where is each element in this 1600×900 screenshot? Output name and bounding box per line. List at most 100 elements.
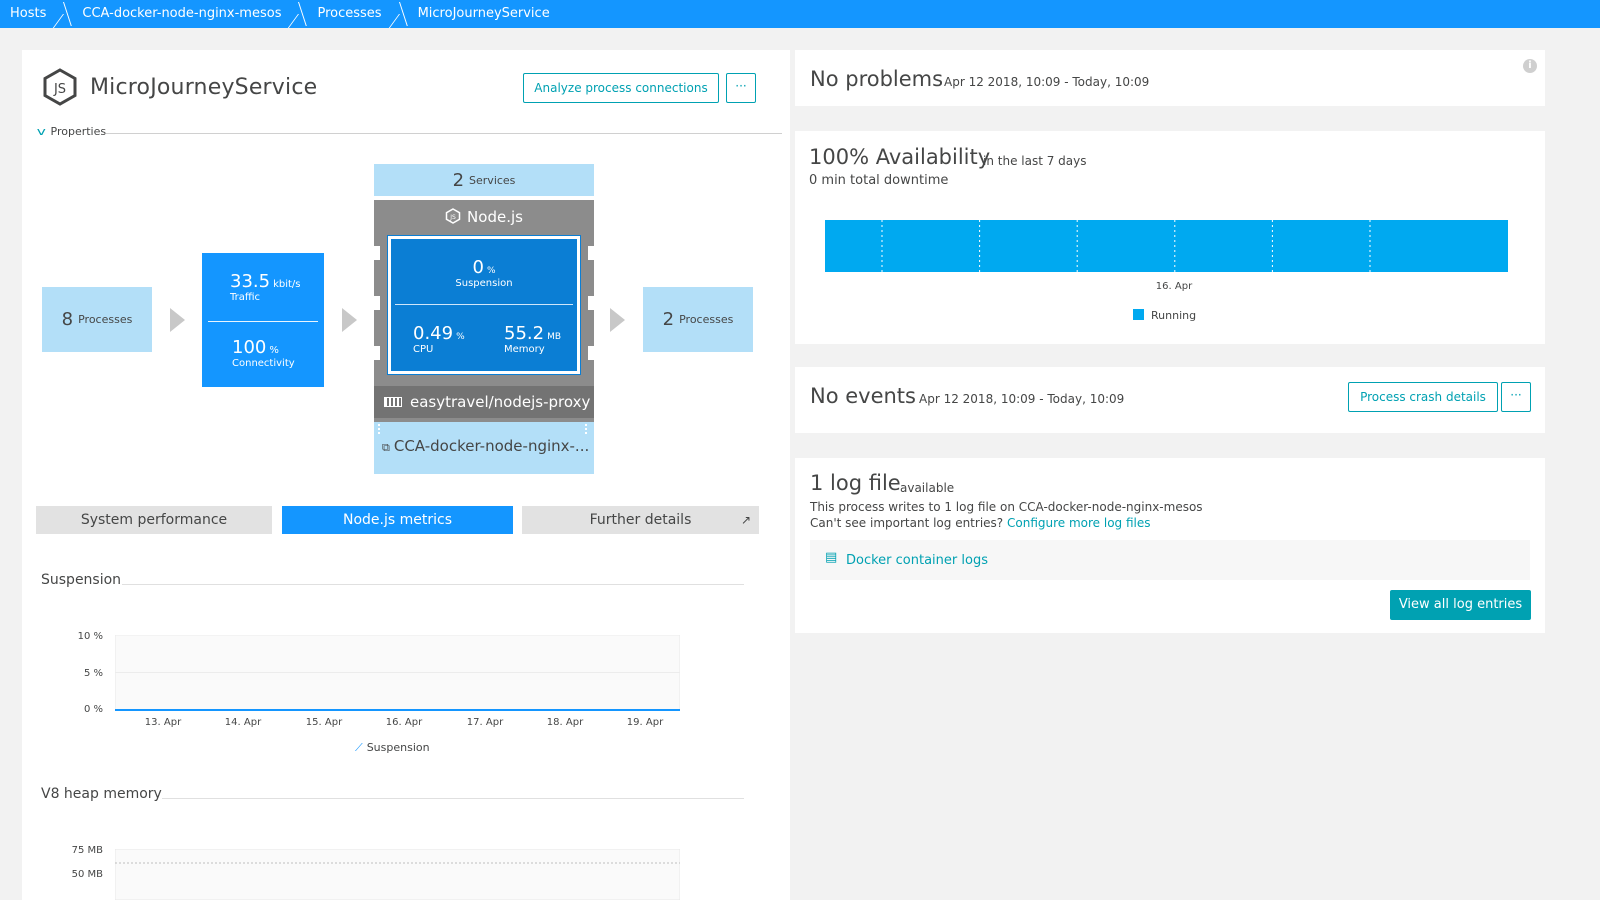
external-link-icon: ⧉ bbox=[382, 441, 390, 454]
divider bbox=[122, 584, 744, 585]
chevron-down-icon: v bbox=[36, 125, 46, 138]
notch bbox=[374, 296, 380, 310]
tab-further-details[interactable]: Further details ↗ bbox=[522, 506, 759, 534]
callees-count: 2 bbox=[662, 309, 675, 330]
process-header: JS MicroJourneyService bbox=[42, 68, 317, 106]
callers-box[interactable]: 8 Processes bbox=[42, 287, 152, 352]
suspension-value: 0 bbox=[472, 257, 484, 278]
legend-label: Suspension bbox=[366, 741, 430, 754]
cpu-label: CPU bbox=[413, 344, 434, 355]
problems-title: No problems bbox=[810, 67, 944, 91]
services-unit: Services bbox=[469, 173, 516, 187]
services-count: 2 bbox=[452, 169, 465, 191]
x-tick-label: 16. Apr bbox=[1155, 281, 1193, 292]
properties-label: Properties bbox=[50, 125, 107, 138]
process-metrics: 0% Suspension 0.49% CPU 55.2 MB Memory bbox=[387, 235, 581, 375]
divider bbox=[106, 133, 782, 134]
memory-unit: MB bbox=[547, 332, 562, 342]
callers-unit: Processes bbox=[78, 313, 133, 326]
page-title: MicroJourneyService bbox=[90, 74, 318, 100]
view-all-log-entries-button[interactable]: View all log entries bbox=[1390, 590, 1531, 620]
x-tick-label: 14. Apr bbox=[224, 717, 262, 728]
more-options-button[interactable]: ··· bbox=[1501, 382, 1531, 412]
availability-card: 100% Availability in the last 7 days 0 m… bbox=[795, 131, 1545, 344]
breadcrumb-host[interactable]: CCA-docker-node-nginx-mesos bbox=[62, 0, 297, 28]
y-tick-label: 75 MB bbox=[71, 845, 103, 856]
log-files-card: 1 log file available This process writes… bbox=[795, 458, 1545, 633]
notch bbox=[588, 296, 594, 310]
cpu-unit: % bbox=[456, 332, 465, 342]
log-files-title: 1 log file bbox=[810, 471, 901, 495]
events-timeframe: Apr 12 2018, 10:09 - Today, 10:09 bbox=[919, 392, 1125, 406]
heap-memory-chart[interactable] bbox=[115, 849, 680, 900]
host-name: CCA-docker-node-nginx-... bbox=[393, 437, 590, 455]
log-files-hint: Can't see important log entries? Configu… bbox=[810, 516, 1151, 530]
traffic-box[interactable]: 33.5 kbit/s Traffic 100% Connectivity bbox=[202, 253, 324, 387]
arrow-right-icon bbox=[342, 308, 357, 332]
problems-timeframe: Apr 12 2018, 10:09 - Today, 10:09 bbox=[944, 75, 1150, 89]
connectivity-unit: % bbox=[269, 345, 279, 356]
tab-nodejs-metrics[interactable]: Node.js metrics bbox=[282, 506, 513, 534]
breadcrumb: Hosts CCA-docker-node-nginx-mesos Proces… bbox=[0, 0, 1600, 28]
notch bbox=[374, 346, 380, 360]
notch bbox=[588, 246, 594, 260]
analyze-connections-button[interactable]: Analyze process connections bbox=[523, 73, 719, 103]
chart-legend[interactable]: ⟋ Suspension bbox=[355, 741, 430, 755]
breadcrumb-hosts[interactable]: Hosts bbox=[0, 0, 62, 28]
divider bbox=[208, 321, 318, 322]
traffic-unit: kbit/s bbox=[273, 279, 301, 290]
connectivity-label: Connectivity bbox=[232, 358, 295, 369]
divider bbox=[395, 304, 573, 305]
suspension-chart[interactable] bbox=[115, 635, 680, 715]
legend-swatch bbox=[1133, 309, 1144, 320]
notch bbox=[588, 346, 594, 360]
availability-bar-running[interactable] bbox=[825, 220, 1508, 272]
x-tick-label: 13. Apr bbox=[144, 717, 182, 728]
container-image-name: easytravel/nodejs-proxy bbox=[410, 393, 591, 411]
memory-label: Memory bbox=[504, 344, 545, 355]
callees-box[interactable]: 2 Processes bbox=[643, 287, 753, 352]
log-files-question: Can't see important log entries? bbox=[810, 516, 1004, 530]
services-box[interactable]: 2 Services bbox=[374, 164, 594, 196]
heap-chart-title: V8 heap memory bbox=[41, 786, 162, 802]
technology-row: JS Node.js bbox=[374, 208, 594, 226]
divider bbox=[162, 798, 744, 799]
docker-container-logs-link[interactable]: Docker container logs bbox=[846, 553, 988, 568]
callees-unit: Processes bbox=[679, 313, 734, 326]
grip-icon bbox=[585, 424, 590, 434]
events-card: No events Apr 12 2018, 10:09 - Today, 10… bbox=[795, 367, 1545, 433]
traffic-value: 33.5 bbox=[230, 271, 271, 292]
traffic-label: Traffic bbox=[230, 292, 261, 303]
more-options-button[interactable]: ··· bbox=[726, 73, 756, 103]
suspension-label: Suspension bbox=[455, 278, 513, 289]
svg-text:JS: JS bbox=[53, 82, 66, 97]
process-crash-details-button[interactable]: Process crash details bbox=[1348, 382, 1498, 412]
nodejs-icon: JS bbox=[43, 68, 77, 106]
info-icon[interactable]: i bbox=[1523, 59, 1537, 73]
y-tick-label: 0 % bbox=[83, 704, 103, 715]
breadcrumb-processes[interactable]: Processes bbox=[297, 0, 397, 28]
legend-label: Running bbox=[1151, 309, 1197, 322]
availability-title: 100% Availability bbox=[809, 145, 991, 169]
breadcrumb-current: MicroJourneyService bbox=[417, 6, 550, 21]
x-tick-label: 17. Apr bbox=[466, 717, 504, 728]
grip-icon bbox=[378, 424, 383, 434]
log-files-description: This process writes to 1 log file on CCA… bbox=[810, 500, 1203, 514]
host-box[interactable]: ⧉ CCA-docker-node-nginx-... bbox=[374, 422, 594, 474]
tab-system-performance[interactable]: System performance bbox=[36, 506, 272, 534]
downtime-text: 0 min total downtime bbox=[809, 173, 949, 188]
configure-log-files-link[interactable]: Configure more log files bbox=[1007, 516, 1151, 530]
process-overview-card: JS MicroJourneyService Analyze process c… bbox=[22, 50, 790, 900]
x-tick-label: 19. Apr bbox=[626, 717, 664, 728]
availability-timeline[interactable] bbox=[825, 220, 1508, 272]
events-title: No events bbox=[810, 384, 916, 408]
availability-legend[interactable]: Running bbox=[1133, 309, 1196, 322]
x-tick-label: 18. Apr bbox=[546, 717, 584, 728]
external-link-icon: ↗ bbox=[740, 513, 751, 527]
properties-toggle[interactable]: v Properties bbox=[36, 125, 107, 138]
log-entry-row[interactable]: ▤ Docker container logs bbox=[810, 540, 1530, 580]
arrow-right-icon bbox=[610, 308, 625, 332]
container-icon bbox=[384, 397, 402, 407]
container-image-row[interactable]: easytravel/nodejs-proxy bbox=[374, 386, 594, 418]
x-tick-label: 16. Apr bbox=[385, 717, 423, 728]
